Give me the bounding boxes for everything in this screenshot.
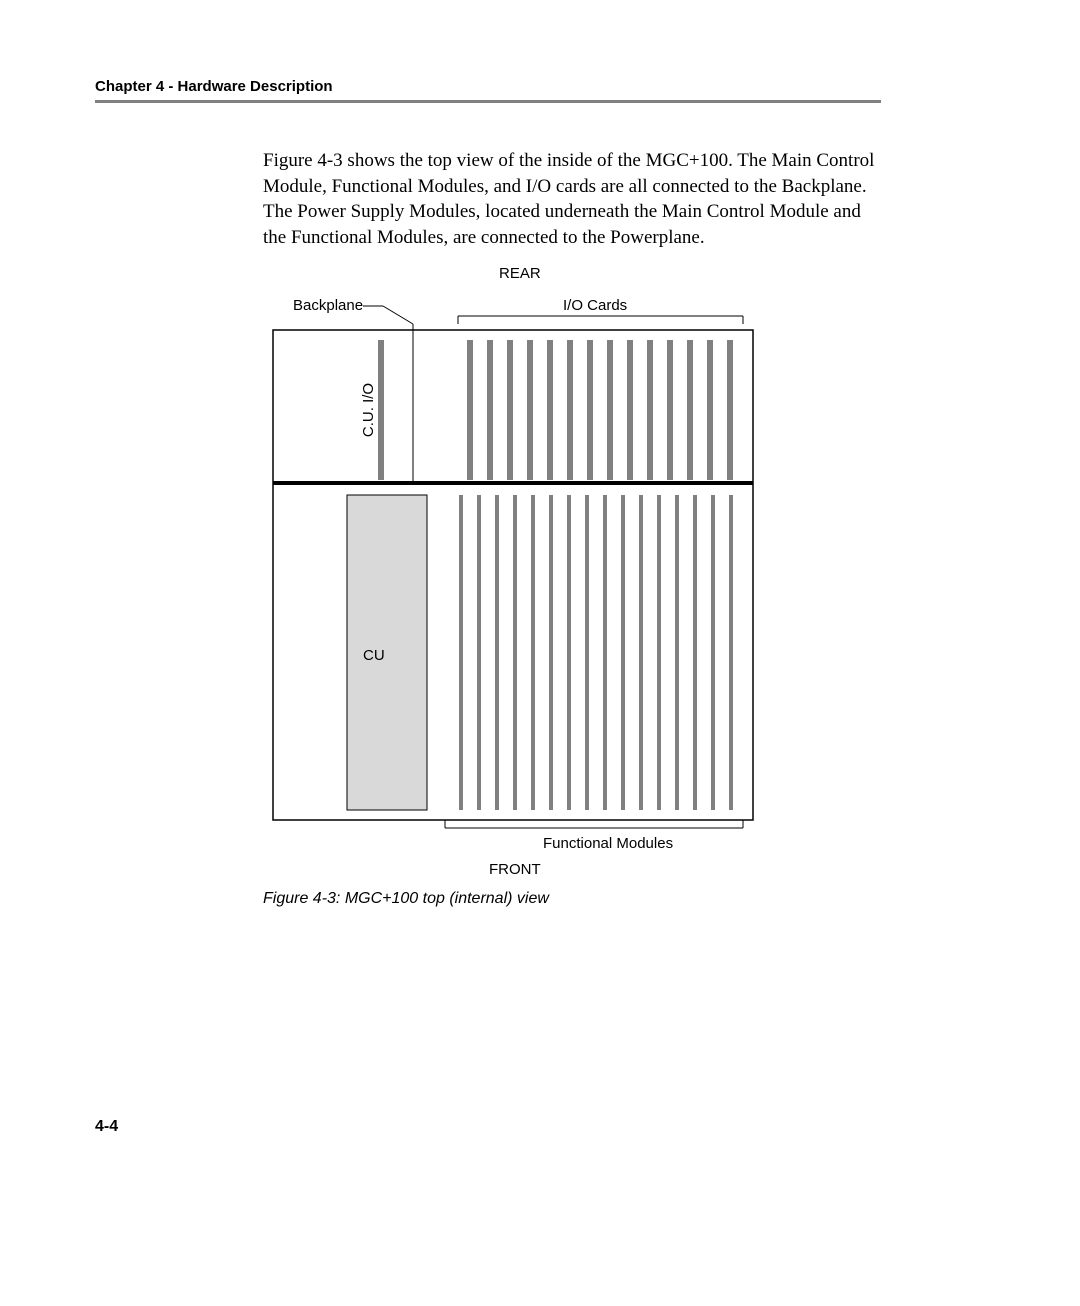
page-number: 4-4 (95, 1118, 118, 1136)
body-paragraph: Figure 4-3 shows the top view of the ins… (263, 148, 878, 251)
figure-svg: REAR Backplane I/O Cards C.U. I/O CU Function… (263, 260, 803, 880)
figure-caption: Figure 4-3: MGC+100 top (internal) view (263, 890, 549, 908)
svg-text:Functional Modules: Functional Modules (543, 835, 673, 852)
svg-text:C.U. I/O: C.U. I/O (360, 383, 377, 437)
svg-text:FRONT: FRONT (489, 861, 541, 878)
header-rule (95, 100, 881, 103)
svg-text:Backplane: Backplane (293, 297, 363, 314)
chapter-header: Chapter 4 - Hardware Description (95, 78, 333, 95)
svg-text:REAR: REAR (499, 265, 541, 282)
svg-text:CU: CU (363, 647, 385, 664)
page: Chapter 4 - Hardware Description Figure … (0, 0, 1080, 1306)
svg-text:I/O Cards: I/O Cards (563, 297, 627, 314)
figure-4-3: REAR Backplane I/O Cards C.U. I/O CU Function… (263, 260, 803, 885)
